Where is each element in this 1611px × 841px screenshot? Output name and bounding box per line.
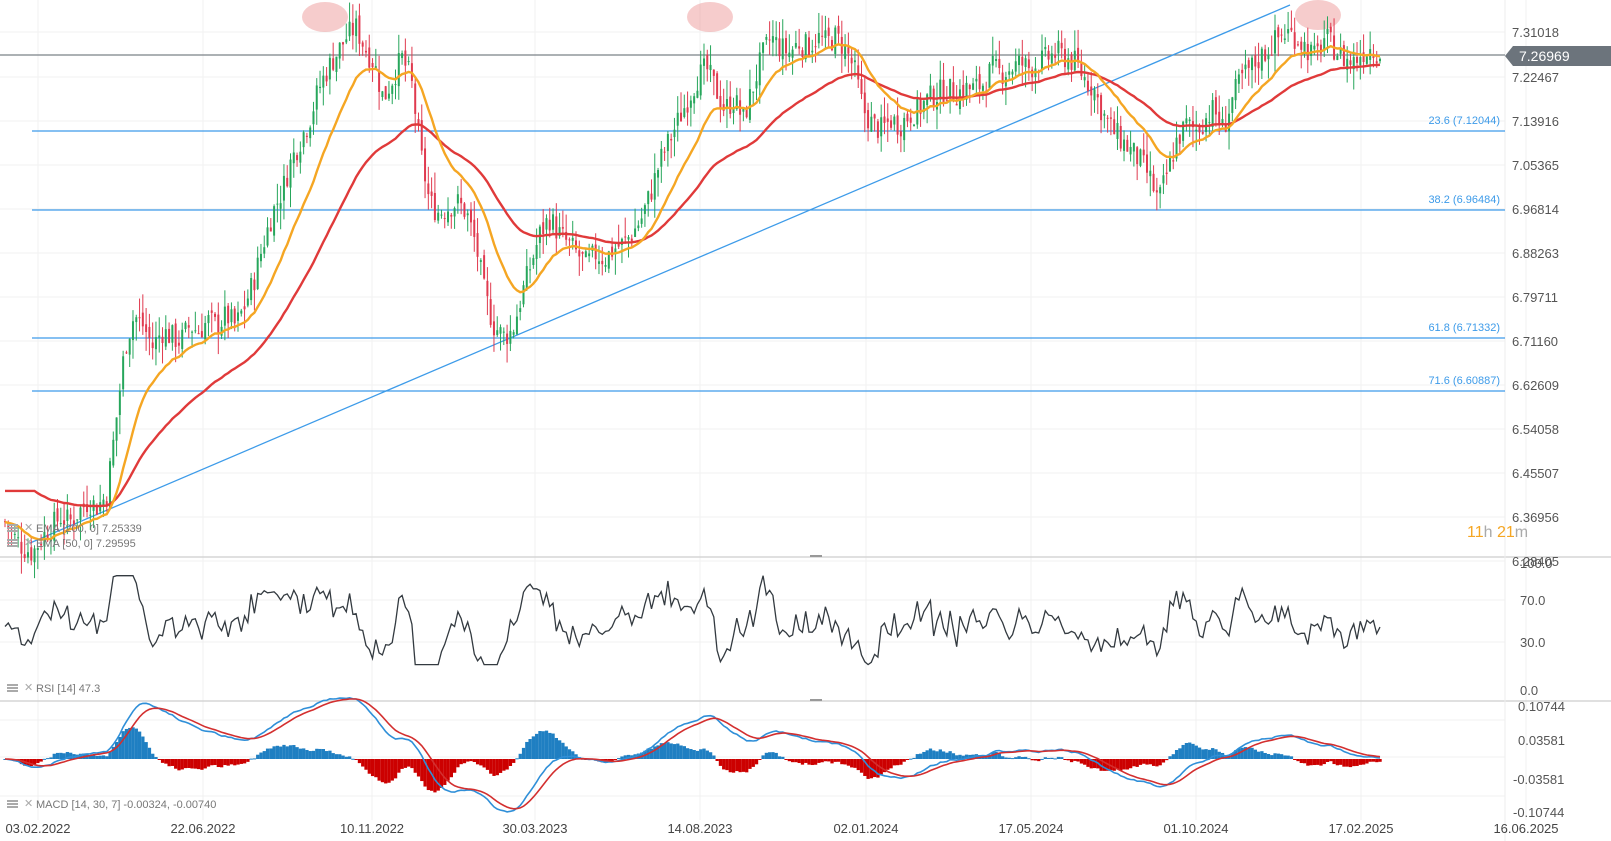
price-tick: 6.28405 — [1512, 554, 1559, 569]
price-tick: 6.88263 — [1512, 246, 1559, 261]
price-tick: 7.13916 — [1512, 114, 1559, 129]
grid-lines — [0, 0, 1527, 820]
top-highlights — [302, 0, 1341, 32]
macd-tick: 0.10744 — [1518, 699, 1565, 714]
date-tick: 22.06.2022 — [170, 821, 235, 836]
rsi-tick: 100.0 — [1520, 556, 1553, 571]
price-tick: 7.22467 — [1512, 70, 1559, 85]
price-tick: 6.45507 — [1512, 466, 1559, 481]
rsi-legend: RSI [14] 47.3 — [36, 683, 100, 695]
candlesticks — [4, 2, 1381, 579]
rsi-axis: 100.0 70.0 30.0 0.0 — [1520, 556, 1553, 698]
ema50-settings-icon[interactable] — [7, 539, 18, 548]
countdown-minutes: 21 — [1496, 524, 1515, 541]
date-axis[interactable]: 03.02.2022 22.06.2022 10.11.2022 30.03.2023… — [5, 821, 1558, 836]
countdown-hours: 11 — [1467, 524, 1484, 541]
current-price-tag: 7.26969 — [1505, 46, 1611, 66]
macd-histogram — [3, 727, 1382, 793]
price-tick: 7.31018 — [1512, 25, 1559, 40]
macd-tick: -0.03581 — [1513, 772, 1564, 787]
price-tick: 6.96814 — [1512, 202, 1559, 217]
macd-tick: -0.10744 — [1513, 805, 1564, 820]
rsi-close-icon[interactable]: ✕ — [24, 682, 34, 694]
fib-level-label: 61.8 (6.71332) — [1428, 322, 1500, 334]
price-tag-background — [1513, 46, 1611, 66]
date-tick: 14.08.2023 — [667, 821, 732, 836]
rsi-tick: 30.0 — [1520, 635, 1545, 650]
rsi-resize-handle[interactable] — [810, 555, 822, 557]
fibonacci-retracement[interactable]: 23.6 (7.12044) 38.2 (6.96484) 61.8 (6.7133… — [32, 115, 1505, 392]
price-tick: 7.05365 — [1512, 158, 1559, 173]
current-price-value: 7.26969 — [1519, 48, 1570, 64]
macd-settings-icon[interactable] — [7, 800, 18, 809]
countdown-minutes-unit: m — [1514, 524, 1529, 541]
macd-signal-line[interactable] — [4, 698, 1381, 810]
date-tick: 30.03.2023 — [502, 821, 567, 836]
price-axis[interactable]: 7.31018 7.22467 7.13916 7.05365 6.96814 6.882… — [1512, 25, 1559, 569]
macd-close-icon[interactable]: ✕ — [24, 798, 34, 810]
macd-line[interactable] — [4, 696, 1381, 813]
fib-level-label: 23.6 (7.12044) — [1428, 115, 1500, 127]
price-tick: 6.36956 — [1512, 510, 1559, 525]
rsi-tick: 0.0 — [1520, 683, 1538, 698]
date-tick: 01.10.2024 — [1163, 821, 1228, 836]
macd-legend: MACD [14, 30, 7] -0.00324, -0.00740 — [36, 799, 216, 811]
ema50-line[interactable] — [4, 43, 1381, 542]
macd-axis: 0.10744 0.03581 -0.03581 -0.10744 — [1513, 699, 1565, 820]
trendline[interactable] — [29, 4, 1291, 544]
ema200-line[interactable] — [5, 63, 1381, 508]
fib-level-label: 71.6 (6.60887) — [1428, 375, 1500, 387]
fib-level-label: 38.2 (6.96484) — [1428, 194, 1500, 206]
rsi-tick: 70.0 — [1520, 593, 1545, 608]
macd-tick: 0.03581 — [1518, 733, 1565, 748]
date-tick: 17.02.2025 — [1328, 821, 1393, 836]
ema50-legend: EMA [50, 0] 7.29595 — [36, 538, 136, 550]
ema200-close-icon[interactable]: ✕ — [24, 522, 34, 534]
rsi-settings-icon[interactable] — [7, 684, 18, 693]
date-tick: 17.05.2024 — [998, 821, 1063, 836]
ema50-close-icon[interactable]: ✕ — [24, 537, 34, 549]
date-tick: 02.01.2024 — [833, 821, 898, 836]
rsi-line[interactable] — [4, 575, 1381, 666]
price-tick: 6.79711 — [1512, 290, 1558, 305]
ema200-legend: EMA [200, 0] 7.25339 — [36, 523, 142, 535]
macd-resize-handle[interactable] — [810, 699, 822, 701]
countdown-hours-unit: h — [1483, 524, 1493, 541]
candle-countdown: 11h 21m — [1467, 524, 1528, 542]
date-tick: 10.11.2022 — [340, 821, 404, 836]
date-tick: 03.02.2022 — [5, 821, 70, 836]
price-tag-arrow — [1505, 46, 1513, 66]
date-tick: 16.06.2025 — [1493, 821, 1558, 836]
price-tick: 6.54058 — [1512, 422, 1559, 437]
price-tick: 6.71160 — [1512, 334, 1558, 349]
ema200-settings-icon[interactable] — [7, 524, 18, 533]
price-tick: 6.62609 — [1512, 378, 1559, 393]
